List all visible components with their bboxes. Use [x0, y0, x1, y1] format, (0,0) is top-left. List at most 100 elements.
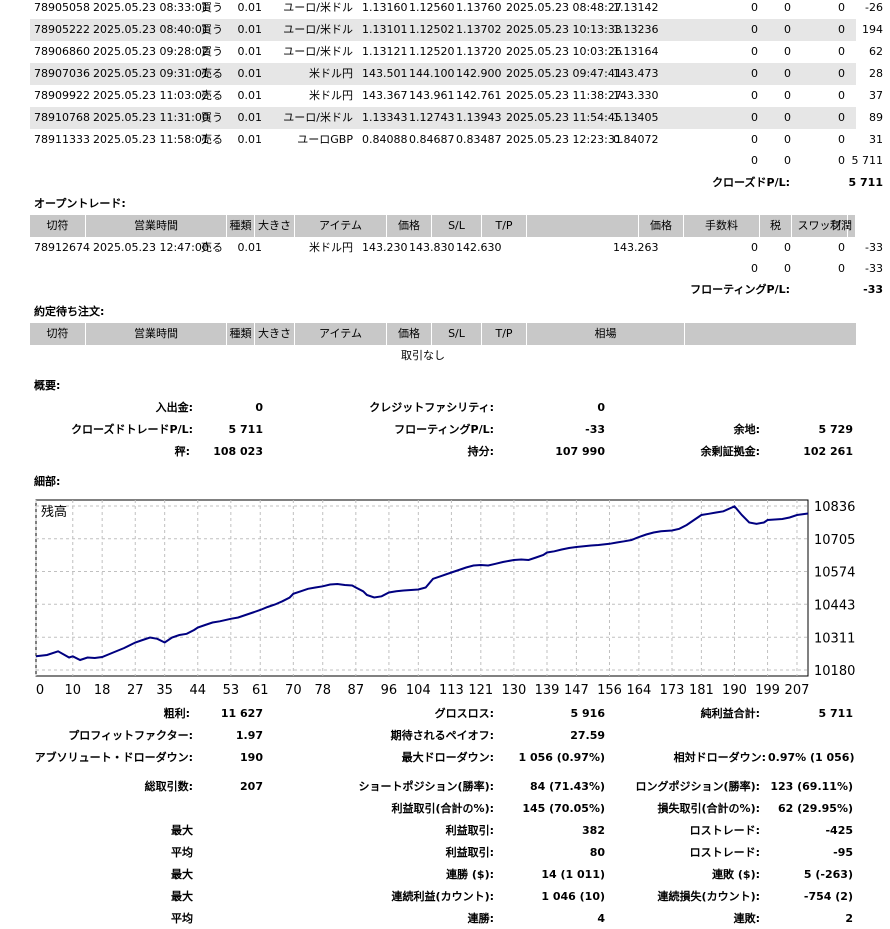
short-positions-label: ショートポジション(勝率): — [358, 780, 494, 793]
abs-drawdown-value: 190 — [240, 751, 263, 764]
pcol-size: 大きさ — [255, 323, 295, 345]
chart-x-tick-label: 139 — [535, 683, 560, 698]
max-profit-trade-value: 382 — [582, 824, 605, 837]
open-profit: -33 — [865, 241, 883, 254]
col-type: 種類 — [227, 215, 255, 237]
closed-tp: 1.13702 — [456, 23, 502, 36]
deposit-value: 0 — [255, 401, 263, 414]
closed-trade-row: 78907036 2025.05.23 09:31:01 売る 0.01 米ドル円 143… — [30, 63, 883, 85]
closed-profit: 194 — [862, 23, 883, 36]
closed-trade-row: 78910768 2025.05.23 11:31:00 買う 0.01 ユーロ/米ドル… — [30, 107, 883, 129]
closed-price: 1.13101 — [362, 23, 408, 36]
max-label-1: 最大 — [171, 824, 193, 837]
gross-loss-label: グロスロス: — [434, 707, 494, 720]
closed-item: ユーロ/米ドル — [283, 1, 353, 14]
closed-commission: 0 — [751, 45, 758, 58]
chart-x-tick-label: 130 — [501, 683, 526, 698]
pcol-sl: S/L — [432, 323, 482, 345]
open-tp: 142.630 — [456, 241, 502, 254]
total-trades-value: 207 — [240, 780, 263, 793]
open-cur-price: 143.263 — [613, 241, 659, 254]
closed-size: 0.01 — [237, 133, 263, 146]
profit-factor-label: プロフィットファクター: — [68, 729, 193, 742]
summary-floating-value: -33 — [585, 423, 605, 436]
closed-close-price: 1.13236 — [613, 23, 659, 36]
closed-type: 買う — [201, 45, 223, 58]
closed-trade-pl-label: クローズドトレードP/L: — [71, 423, 193, 436]
closed-pl-label: クローズドP/L: — [712, 176, 790, 189]
open-type: 売る — [201, 241, 223, 254]
chart-x-tick-label: 53 — [223, 683, 240, 698]
free-margin-value: 102 261 — [803, 445, 853, 458]
chart-x-ticks: 0 10 18 27 35 44 53 61 70 78 87 96 104 113 121 130 139 14… — [36, 683, 810, 698]
chart-y-tick-label: 10180 — [814, 664, 855, 679]
cons-loss-label: 連続損失(カウント): — [657, 890, 760, 903]
chart-x-tick-label: 104 — [406, 683, 431, 698]
closed-time: 2025.05.23 11:31:00 — [93, 111, 209, 124]
open-tax: 0 — [784, 241, 791, 254]
closed-tax: 0 — [784, 1, 791, 14]
col-time: 営業時間 — [86, 215, 227, 237]
open-total-swap: 0 — [838, 262, 845, 275]
closed-trade-pl-value: 5 711 — [228, 423, 263, 436]
closed-price: 0.84088 — [362, 133, 408, 146]
col-commission: 手数料 — [684, 215, 760, 237]
closed-tax: 0 — [784, 45, 791, 58]
open-sl: 143.830 — [409, 241, 455, 254]
closed-swap: 0 — [838, 67, 845, 80]
closed-item: 米ドル円 — [309, 89, 353, 102]
closed-trade-row: 78905058 2025.05.23 08:33:01 買う 0.01 ユーロ/米ドル… — [30, 0, 883, 19]
closed-time: 2025.05.23 08:33:01 — [93, 1, 209, 14]
closed-item: ユーロ/米ドル — [283, 23, 353, 36]
long-positions-value: 123 (69.11%) — [770, 780, 853, 793]
open-trades-header: 切符 営業時間 種類 大きさ アイテム 価格 S/L T/P 価格 手数料 税 … — [30, 215, 856, 237]
chart-x-tick-label: 113 — [439, 683, 464, 698]
closed-ticket: 78907036 — [34, 67, 90, 80]
closed-commission: 0 — [751, 89, 758, 102]
closed-commission: 0 — [751, 111, 758, 124]
cons-profit-value: 1 046 (10) — [541, 890, 605, 903]
closed-trade-row: 78911333 2025.05.23 11:58:01 売る 0.01 ユーロGBP 0… — [30, 129, 883, 151]
chart-x-tick-label: 0 — [36, 683, 44, 698]
closed-profit: 28 — [869, 67, 883, 80]
closed-size: 0.01 — [237, 89, 263, 102]
closed-size: 0.01 — [237, 45, 263, 58]
net-profit-value: 5 711 — [818, 707, 853, 720]
closed-close-price: 0.84072 — [613, 133, 659, 146]
open-trade-row: 78912674 2025.05.23 12:47:00 売る 0.01 米ドル… — [30, 237, 883, 259]
deposit-label: 入出金: — [155, 401, 193, 414]
cons-losses-label: 連敗 ($): — [712, 868, 760, 881]
credit-label: クレジットファシリティ: — [369, 401, 494, 414]
chart-y-tick-label: 10443 — [814, 598, 855, 613]
open-item: 米ドル円 — [309, 241, 353, 254]
open-trades-title: オープントレード: — [34, 197, 126, 210]
closed-commission: 0 — [751, 1, 758, 14]
closed-pl-value: 5 711 — [848, 176, 883, 189]
closed-price: 1.13343 — [362, 111, 408, 124]
open-commission: 0 — [751, 241, 758, 254]
closed-swap: 0 — [838, 23, 845, 36]
closed-tp: 1.13760 — [456, 1, 502, 14]
floating-pl-value: -33 — [863, 283, 883, 296]
summary-floating-label: フローティングP/L: — [394, 423, 494, 436]
closed-swap: 0 — [838, 89, 845, 102]
chart-x-tick-label: 96 — [381, 683, 398, 698]
closed-item: ユーロ/米ドル — [283, 111, 353, 124]
expected-payoff-label: 期待されるペイオフ: — [390, 729, 494, 742]
avg-wins-label: 連勝: — [467, 912, 494, 925]
margin-label: 余地: — [733, 423, 760, 436]
chart-x-tick-label: 181 — [689, 683, 714, 698]
closed-time: 2025.05.23 11:58:01 — [93, 133, 209, 146]
max-label-3: 最大 — [171, 890, 193, 903]
closed-sl: 1.12502 — [409, 23, 455, 36]
chart-x-tick-label: 44 — [189, 683, 206, 698]
short-positions-value: 84 (71.43%) — [529, 780, 605, 793]
chart-x-tick-label: 121 — [468, 683, 493, 698]
avg-label-2: 平均 — [171, 912, 193, 925]
closed-pl-row: クローズドP/L: 5 711 — [30, 172, 883, 194]
pcol-tp: T/P — [482, 323, 527, 345]
closed-tp: 142.761 — [456, 89, 502, 102]
open-price: 143.230 — [362, 241, 408, 254]
chart-x-tick-label: 173 — [660, 683, 685, 698]
closed-close-time: 2025.05.23 11:38:27 — [506, 89, 622, 102]
